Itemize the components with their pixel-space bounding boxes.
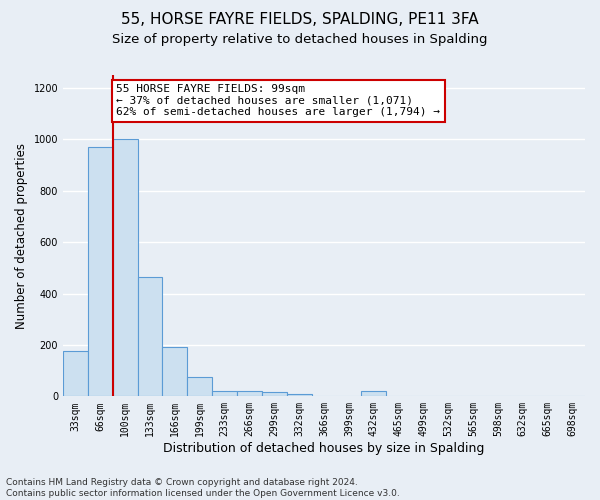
Y-axis label: Number of detached properties: Number of detached properties — [15, 142, 28, 328]
Text: 55 HORSE FAYRE FIELDS: 99sqm
← 37% of detached houses are smaller (1,071)
62% of: 55 HORSE FAYRE FIELDS: 99sqm ← 37% of de… — [116, 84, 440, 117]
Bar — [88, 147, 113, 396]
Bar — [212, 390, 237, 396]
Bar — [63, 352, 88, 397]
Text: Contains HM Land Registry data © Crown copyright and database right 2024.
Contai: Contains HM Land Registry data © Crown c… — [6, 478, 400, 498]
Text: Size of property relative to detached houses in Spalding: Size of property relative to detached ho… — [112, 32, 488, 46]
Bar — [361, 391, 386, 396]
Bar — [113, 140, 137, 396]
Bar — [187, 377, 212, 396]
Bar — [237, 391, 262, 396]
Bar — [137, 277, 163, 396]
Text: 55, HORSE FAYRE FIELDS, SPALDING, PE11 3FA: 55, HORSE FAYRE FIELDS, SPALDING, PE11 3… — [121, 12, 479, 28]
Bar — [262, 392, 287, 396]
Bar — [163, 348, 187, 397]
X-axis label: Distribution of detached houses by size in Spalding: Distribution of detached houses by size … — [163, 442, 485, 455]
Bar — [287, 394, 311, 396]
